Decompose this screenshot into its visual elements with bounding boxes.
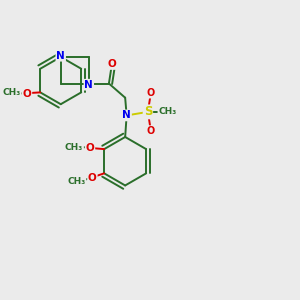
Text: O: O bbox=[22, 89, 32, 99]
Text: O: O bbox=[147, 126, 155, 136]
Text: CH₃: CH₃ bbox=[2, 88, 21, 98]
Text: O: O bbox=[147, 88, 155, 98]
Text: O: O bbox=[88, 173, 97, 183]
Text: S: S bbox=[144, 105, 152, 119]
Text: CH₃: CH₃ bbox=[158, 107, 176, 116]
Text: N: N bbox=[56, 51, 65, 61]
Text: CH₃: CH₃ bbox=[67, 177, 86, 186]
Text: N: N bbox=[84, 80, 93, 90]
Text: CH₃: CH₃ bbox=[65, 142, 83, 152]
Text: O: O bbox=[108, 59, 116, 69]
Text: N: N bbox=[122, 110, 131, 120]
Text: O: O bbox=[85, 142, 94, 153]
